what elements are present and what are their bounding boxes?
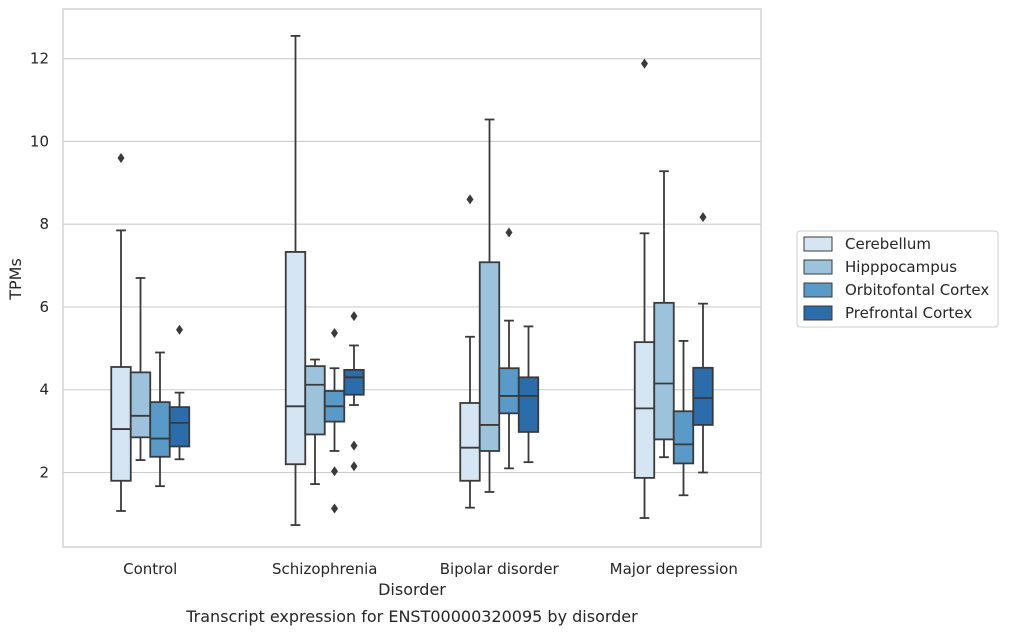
x-tick-label: Major depression bbox=[610, 560, 738, 578]
x-tick-label: Schizophrenia bbox=[272, 560, 377, 578]
box bbox=[284, 251, 307, 466]
outlier-point bbox=[350, 311, 358, 322]
outlier-point bbox=[176, 324, 183, 335]
y-tick-label: 8 bbox=[39, 215, 49, 233]
legend-swatch bbox=[803, 236, 833, 252]
outlier-point bbox=[331, 466, 338, 477]
plot-frame bbox=[62, 8, 762, 548]
legend: Cerebellum Hipppocampus Orbitofontal Corte… bbox=[796, 230, 999, 328]
legend-label: Hipppocampus bbox=[845, 258, 957, 276]
chart-caption: Transcript expression for ENST0000032009… bbox=[185, 607, 638, 626]
legend-frame bbox=[796, 230, 999, 328]
box bbox=[168, 406, 191, 448]
outlier-point bbox=[699, 212, 707, 223]
box bbox=[459, 402, 481, 482]
y-tick-label: 10 bbox=[30, 132, 49, 150]
box bbox=[692, 366, 714, 426]
legend-label: Cerebellum bbox=[845, 235, 931, 253]
boxes bbox=[110, 35, 714, 526]
legend-label: Prefrontal Cortex bbox=[845, 304, 972, 322]
x-tick-label: Bipolar disorder bbox=[440, 560, 560, 578]
plot-background bbox=[63, 9, 761, 547]
box bbox=[498, 367, 520, 415]
x-tick-label: Control bbox=[123, 560, 177, 578]
legend-swatch bbox=[803, 305, 833, 321]
box bbox=[633, 341, 656, 479]
box bbox=[149, 401, 171, 458]
box bbox=[672, 410, 695, 465]
outlier-point bbox=[641, 58, 648, 69]
outlier-point bbox=[331, 328, 338, 339]
y-tick-label: 2 bbox=[39, 464, 49, 482]
y-tick-label: 12 bbox=[30, 50, 49, 68]
outlier-point bbox=[466, 194, 474, 205]
outlier-point bbox=[331, 503, 338, 514]
box bbox=[304, 365, 326, 436]
y-axis-label: TPMs bbox=[6, 258, 25, 301]
y-tick-label: 4 bbox=[39, 381, 49, 399]
box bbox=[517, 376, 540, 433]
outlier-point bbox=[505, 227, 513, 238]
box bbox=[110, 366, 132, 482]
box bbox=[343, 368, 365, 396]
legend-swatch bbox=[803, 282, 833, 298]
legend-swatch bbox=[803, 259, 833, 275]
x-ticks: Control Schizophrenia Bipolar disorder Majo… bbox=[123, 560, 738, 578]
y-tick-label: 6 bbox=[39, 298, 49, 316]
box bbox=[478, 261, 501, 452]
outlier-point bbox=[117, 152, 125, 163]
legend-label: Orbitofontal Cortex bbox=[845, 281, 989, 299]
box bbox=[653, 301, 675, 441]
x-axis-label: Disorder bbox=[378, 580, 446, 599]
outlier-point bbox=[350, 440, 358, 451]
y-ticks: 2 4 6 8 10 12 bbox=[30, 50, 49, 482]
outlier-point bbox=[350, 461, 358, 472]
box bbox=[129, 371, 152, 439]
